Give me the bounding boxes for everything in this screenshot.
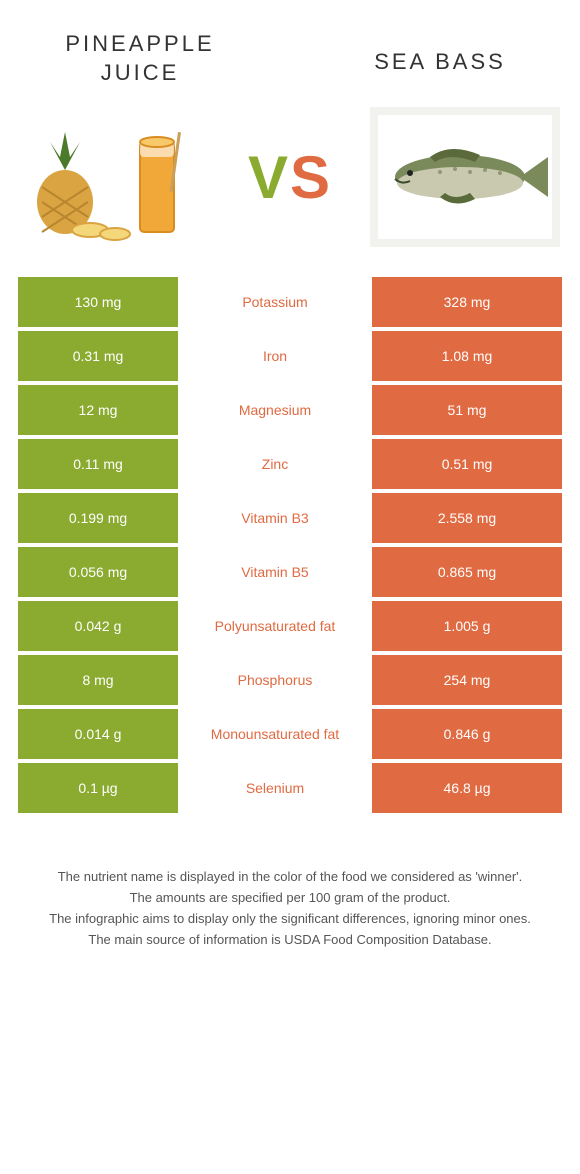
- table-row: 0.1 µgSelenium46.8 µg: [18, 763, 562, 813]
- left-value: 0.042 g: [18, 601, 178, 651]
- left-value: 12 mg: [18, 385, 178, 435]
- table-row: 0.199 mgVitamin B32.558 mg: [18, 493, 562, 543]
- table-row: 0.31 mgIron1.08 mg: [18, 331, 562, 381]
- table-row: 0.042 gPolyunsaturated fat1.005 g: [18, 601, 562, 651]
- left-value: 0.199 mg: [18, 493, 178, 543]
- table-row: 0.11 mgZinc0.51 mg: [18, 439, 562, 489]
- nutrient-label: Monounsaturated fat: [178, 709, 372, 759]
- nutrient-label: Vitamin B5: [178, 547, 372, 597]
- left-value: 0.11 mg: [18, 439, 178, 489]
- nutrient-label: Zinc: [178, 439, 372, 489]
- left-value: 8 mg: [18, 655, 178, 705]
- footer-line: The infographic aims to display only the…: [30, 909, 550, 930]
- footer-line: The nutrient name is displayed in the co…: [30, 867, 550, 888]
- vs-label: VS: [248, 143, 332, 212]
- nutrient-label: Vitamin B3: [178, 493, 372, 543]
- nutrient-label: Phosphorus: [178, 655, 372, 705]
- right-value: 2.558 mg: [372, 493, 562, 543]
- left-value: 0.1 µg: [18, 763, 178, 813]
- right-food-image: [370, 107, 560, 247]
- left-value: 0.31 mg: [18, 331, 178, 381]
- right-food-title: SEA BASS: [340, 30, 540, 77]
- table-row: 0.014 gMonounsaturated fat0.846 g: [18, 709, 562, 759]
- vs-v: V: [248, 144, 290, 211]
- image-row: VS: [0, 97, 580, 277]
- right-value: 0.846 g: [372, 709, 562, 759]
- footer-notes: The nutrient name is displayed in the co…: [0, 817, 580, 980]
- left-value: 0.056 mg: [18, 547, 178, 597]
- nutrient-table: 130 mgPotassium328 mg0.31 mgIron1.08 mg1…: [0, 277, 580, 813]
- right-value: 328 mg: [372, 277, 562, 327]
- vs-s: S: [290, 144, 332, 211]
- right-value: 0.865 mg: [372, 547, 562, 597]
- right-value: 254 mg: [372, 655, 562, 705]
- nutrient-label: Potassium: [178, 277, 372, 327]
- left-value: 0.014 g: [18, 709, 178, 759]
- footer-line: The main source of information is USDA F…: [30, 930, 550, 951]
- right-value: 0.51 mg: [372, 439, 562, 489]
- nutrient-label: Magnesium: [178, 385, 372, 435]
- nutrient-label: Polyunsaturated fat: [178, 601, 372, 651]
- table-row: 8 mgPhosphorus254 mg: [18, 655, 562, 705]
- footer-line: The amounts are specified per 100 gram o…: [30, 888, 550, 909]
- right-value: 46.8 µg: [372, 763, 562, 813]
- table-row: 130 mgPotassium328 mg: [18, 277, 562, 327]
- left-food-title: PINEAPPLE JUICE: [40, 30, 240, 87]
- table-row: 0.056 mgVitamin B50.865 mg: [18, 547, 562, 597]
- table-row: 12 mgMagnesium51 mg: [18, 385, 562, 435]
- header: PINEAPPLE JUICE SEA BASS: [0, 0, 580, 97]
- nutrient-label: Selenium: [178, 763, 372, 813]
- right-value: 1.08 mg: [372, 331, 562, 381]
- left-value: 130 mg: [18, 277, 178, 327]
- left-food-image: [20, 107, 210, 247]
- right-value: 1.005 g: [372, 601, 562, 651]
- nutrient-label: Iron: [178, 331, 372, 381]
- right-value: 51 mg: [372, 385, 562, 435]
